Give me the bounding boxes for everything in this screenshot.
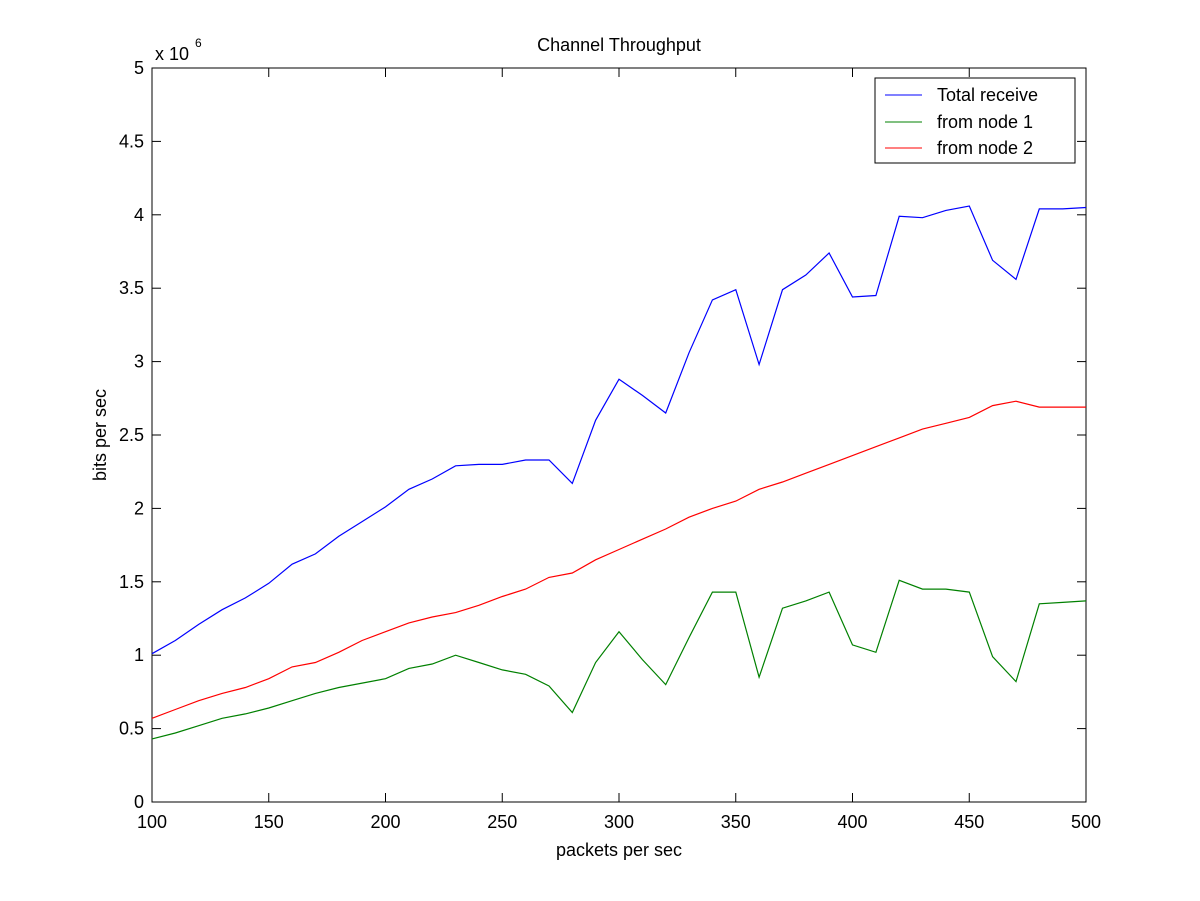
y-tick-label: 0.5 [119, 719, 144, 739]
series-layer [151, 205, 1087, 740]
x-tick-label: 150 [254, 812, 284, 832]
y-multiplier-base: x 10 [155, 44, 189, 64]
x-axis-ticks: 100 150 200 250 300 350 400 450 500 [137, 68, 1101, 832]
legend: Total receive from node 1 from node 2 [874, 77, 1076, 164]
x-tick-label: 200 [370, 812, 400, 832]
legend-label-total-receive: Total receive [937, 85, 1038, 105]
y-tick-label: 1.5 [119, 572, 144, 592]
x-tick-label: 450 [954, 812, 984, 832]
y-tick-label: 2.5 [119, 425, 144, 445]
y-tick-label: 5 [134, 58, 144, 78]
x-axis-label: packets per sec [556, 840, 682, 860]
y-axis-ticks: 0 0.5 1 1.5 2 2.5 3 3.5 4 4.5 5 [119, 58, 1086, 812]
x-tick-label: 100 [137, 812, 167, 832]
x-tick-label: 500 [1071, 812, 1101, 832]
chart-title: Channel Throughput [537, 35, 701, 55]
x-tick-label: 300 [604, 812, 634, 832]
y-tick-label: 2 [134, 498, 144, 518]
y-tick-label: 3.5 [119, 278, 144, 298]
x-tick-label: 400 [837, 812, 867, 832]
series-line-from-node-1 [151, 579, 1087, 740]
y-axis-label: bits per sec [90, 389, 110, 481]
x-tick-label: 250 [487, 812, 517, 832]
legend-label-from-node-2: from node 2 [937, 138, 1033, 158]
y-tick-label: 4.5 [119, 131, 144, 151]
series-line-total-receive [151, 205, 1087, 655]
plot-area [151, 67, 1087, 803]
x-tick-label: 350 [721, 812, 751, 832]
y-tick-label: 3 [134, 352, 144, 372]
y-tick-label: 0 [134, 792, 144, 812]
y-tick-label: 1 [134, 645, 144, 665]
y-tick-label: 4 [134, 205, 144, 225]
legend-box [874, 77, 1076, 164]
legend-label-from-node-1: from node 1 [937, 112, 1033, 132]
y-multiplier-exponent: 6 [195, 36, 202, 50]
series-line-from-node-2 [151, 400, 1086, 719]
